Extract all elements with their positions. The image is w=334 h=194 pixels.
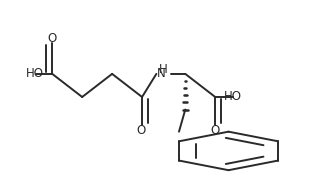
Text: O: O (210, 124, 219, 137)
Text: N: N (157, 67, 165, 80)
Text: O: O (137, 124, 146, 137)
Text: HO: HO (224, 90, 242, 104)
Text: HO: HO (26, 67, 44, 80)
Text: H: H (159, 63, 168, 76)
Text: O: O (47, 32, 56, 45)
